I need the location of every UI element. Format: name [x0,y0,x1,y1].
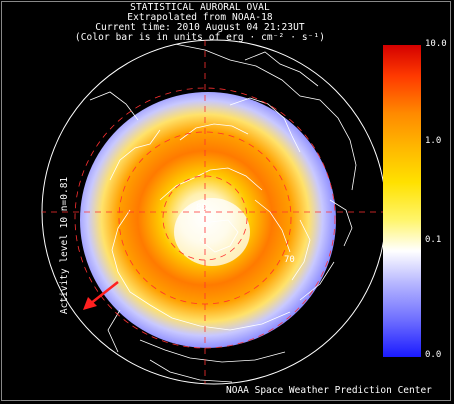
credit-text: NOAA Space Weather Prediction Center [226,385,432,396]
colorbar-tick-1: 1.0 [425,136,442,146]
colorbar-tick-10: 10.0 [425,39,447,49]
colorbar: 10.0 1.0 0.1 0.0 [383,39,447,360]
title-line-3: Current time: 2010 August 04 21:23UT [95,22,305,33]
colorbar-tick-0: 0.0 [425,350,442,360]
lat-label-70: 70 [284,255,295,265]
sun-direction-arrow [83,281,119,310]
title-line-1: STATISTICAL AURORAL OVAL [130,2,270,13]
colorbar-tick-0-1: 0.1 [425,235,442,245]
title-line-2: Extrapolated from NOAA-18 [127,12,273,23]
lat-label-80: 80 [196,203,207,213]
colorbar-gradient [383,45,421,357]
meridian-grid [42,40,384,384]
coastlines [89,43,357,383]
activity-level-label: Activity level 10 n=0.81 [59,176,71,315]
title-line-4: (Color bar is in units of erg · cm⁻² · s… [74,32,326,43]
polar-cap [174,198,250,266]
